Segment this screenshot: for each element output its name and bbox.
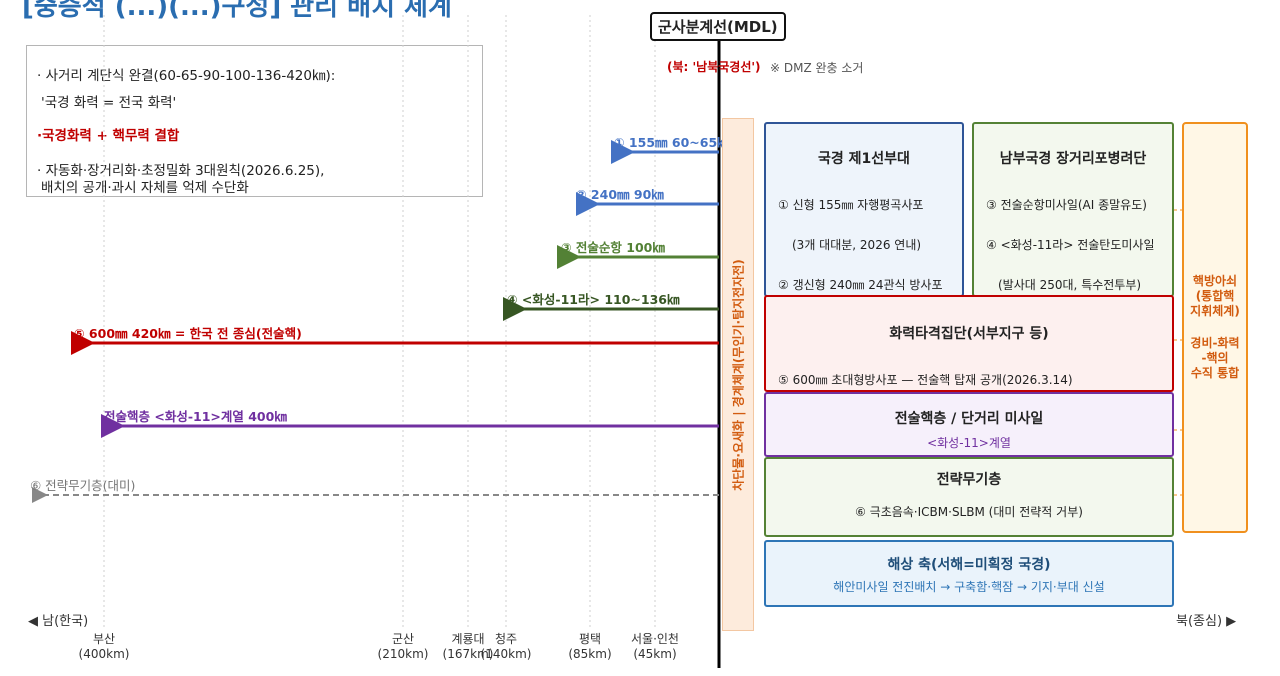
info-box: · 사거리 계단식 완결(60-65-90-100-136-420㎞): '국경… xyxy=(26,45,483,197)
maritime-axis-item-1: 해안미사일 전진배치 → 구축함·핵잠 → 기지·부대 신설 xyxy=(833,580,1105,594)
buffer-zone-label: 차단물·요새화 | 경계체계(무인기·탐지전자전) xyxy=(731,258,746,491)
maritime-axis-box: 해상 축(서해=미획정 국경) 해안미사일 전진배치 → 구축함·핵잠 → 기지… xyxy=(764,540,1174,607)
city-seoul-incheon: 서울·인천 (45km) xyxy=(631,632,679,661)
maritime-axis-title: 해상 축(서해=미획정 국경) xyxy=(887,557,1051,573)
first-line-item-1: ① 신형 155㎜ 자행평곡사포 xyxy=(778,198,924,212)
arrow-label-155mm: ① 155㎜ 60~65㎞ xyxy=(614,135,730,150)
city-gunsan: 군산 (210km) xyxy=(377,632,429,661)
artillery-item-1: ③ 전술순항미사일(AI 종말유도) xyxy=(986,198,1147,212)
page-title: [중층적 (...)(...)구성] 관리 배치 체계 xyxy=(22,0,452,22)
north-border-label: (북: '남북국경선') xyxy=(667,60,761,74)
arrow-label-hwasong-11ra: ④ <화성-11라> 110~136㎞ xyxy=(507,292,680,307)
nuclear-line-6: 수직 통합 xyxy=(1190,366,1240,380)
info-line-1: · 사거리 계단식 완결(60-65-90-100-136-420㎞): xyxy=(37,68,336,84)
dmz-note: ※ DMZ 완충 소거 xyxy=(770,61,864,75)
city-reference-lines xyxy=(103,15,656,628)
tactical-nuke-title: 전술핵층 / 단거리 미사일 xyxy=(894,411,1044,427)
city-pyeongtaek: 평택 (85km) xyxy=(568,632,612,661)
city-gyeryongdae: 계룡대 (167km) xyxy=(442,632,494,661)
arrow-label-cruise: ③ 전술순항 100㎞ xyxy=(561,240,665,255)
nuclear-line-3: 지휘체계) xyxy=(1190,304,1240,318)
strike-group-title: 화력타격집단(서부지구 등) xyxy=(889,326,1049,342)
nuclear-line-1: 핵방아쇠 xyxy=(1192,274,1238,288)
arrow-label-600mm: ⑤ 600㎜ 420㎞ = 한국 전 종심(전술핵) xyxy=(74,326,302,341)
nuclear-line-5: -핵의 xyxy=(1201,351,1229,365)
artillery-brigade-box: 남부국경 장거리포병려단 ③ 전술순항미사일(AI 종말유도) ④ <화성-11… xyxy=(972,122,1174,297)
city-busan: 부산 (400km) xyxy=(78,632,130,661)
buffer-zone-strip: 차단물·요새화 | 경계체계(무인기·탐지전자전) xyxy=(722,118,754,631)
strike-group-item-1: ⑤ 600㎜ 초대형방사포 — 전술핵 탑재 공개(2026.3.14) xyxy=(778,373,1073,387)
tactical-nuke-item-1: <화성-11>계열 xyxy=(927,436,1011,450)
artillery-item-3: (발사대 250대, 특수전투부) xyxy=(998,278,1142,292)
info-line-4b: 배치의 공개·과시 자체를 억제 수단화 xyxy=(41,180,249,196)
nuclear-trigger-box: 핵방아쇠 (통합핵 지휘체계) 경비-화력 -핵의 수직 통합 xyxy=(1182,122,1248,533)
nuclear-line-2: (통합핵 xyxy=(1195,289,1235,303)
city-cheongju: 청주 (140km) xyxy=(480,632,532,661)
arrow-label-hwasong-11: 전술핵층 <화성-11>계열 400㎞ xyxy=(104,409,287,424)
first-line-unit-title: 국경 제1선부대 xyxy=(818,151,910,167)
first-line-item-3: ② 갱신형 240㎜ 24관식 방사포 xyxy=(778,278,943,292)
nuclear-trigger-text: 핵방아쇠 (통합핵 지휘체계) xyxy=(1184,274,1246,319)
strategic-layer-item-1: ⑥ 극초음속·ICBM·SLBM (대미 전략적 거부) xyxy=(855,505,1083,519)
arrow-label-strategic: ⑥ 전략무기층(대미) xyxy=(30,478,136,493)
arrow-label-240mm: ② 240㎜ 90㎞ xyxy=(576,187,664,202)
info-line-2: '국경 화력 = 전국 화력' xyxy=(41,95,177,111)
artillery-item-2: ④ <화성-11라> 전술탄도미사일 xyxy=(986,238,1155,252)
first-line-item-2: (3개 대대분, 2026 연내) xyxy=(792,238,922,252)
tactical-nuke-box: 전술핵층 / 단거리 미사일 <화성-11>계열 xyxy=(764,392,1174,457)
strike-group-box: 화력타격집단(서부지구 등) ⑤ 600㎜ 초대형방사포 — 전술핵 탑재 공개… xyxy=(764,295,1174,392)
axis-south-label: ◀ 남(한국) xyxy=(28,614,89,629)
nuclear-line-4: 경비-화력 xyxy=(1190,336,1240,350)
strategic-layer-title: 전략무기층 xyxy=(936,472,1002,488)
info-line-4a: · 자동화·장거리화·초정밀화 3대원칙(2026.6.25), xyxy=(37,163,325,179)
info-line-3: ·국경화력 + 핵무력 결합 xyxy=(37,128,180,144)
nuclear-integration-text: 경비-화력 -핵의 수직 통합 xyxy=(1184,336,1246,381)
mdl-label: 군사분계선(MDL) xyxy=(650,12,786,41)
artillery-brigade-title: 남부국경 장거리포병려단 xyxy=(999,151,1147,167)
strategic-layer-box: 전략무기층 ⑥ 극초음속·ICBM·SLBM (대미 전략적 거부) xyxy=(764,457,1174,537)
first-line-unit-box: 국경 제1선부대 ① 신형 155㎜ 자행평곡사포 (3개 대대분, 2026 … xyxy=(764,122,964,297)
axis-north-label: 북(종심) ▶ xyxy=(1176,614,1237,629)
